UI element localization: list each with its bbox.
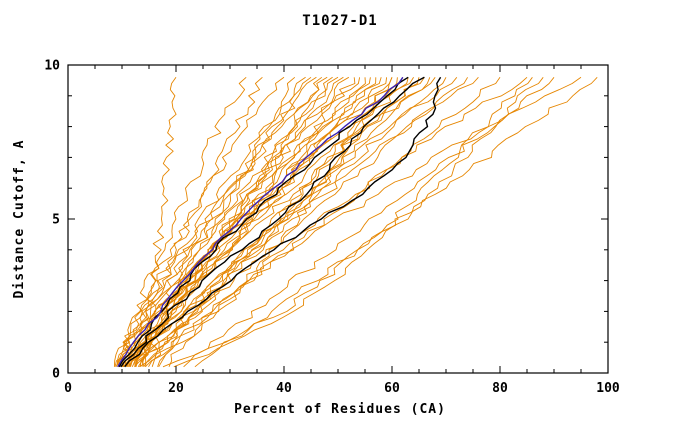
model-curve xyxy=(134,77,468,368)
model-curve xyxy=(116,76,285,367)
model-curve xyxy=(168,76,528,367)
model-curve xyxy=(115,76,344,367)
model-curve xyxy=(143,77,420,368)
model-curve xyxy=(151,77,458,367)
model-curve xyxy=(173,77,544,368)
x-tick-label: 100 xyxy=(596,381,620,396)
x-tick-label: 0 xyxy=(64,381,72,396)
x-axis-label: Percent of Residues (CA) xyxy=(234,402,446,417)
model-curve xyxy=(126,77,356,367)
model-curve xyxy=(124,77,404,367)
y-tick-label: 5 xyxy=(52,213,60,228)
chart-title: T1027-D1 xyxy=(302,13,378,29)
model-curve xyxy=(113,76,263,367)
model-curve xyxy=(122,76,306,367)
model-curve xyxy=(122,77,447,368)
model-curve xyxy=(114,76,312,367)
model-curve xyxy=(139,77,393,368)
model-curve xyxy=(130,77,425,367)
x-tick-label: 80 xyxy=(492,381,508,396)
x-tick-label: 60 xyxy=(384,381,400,396)
model-curve xyxy=(183,77,555,368)
y-tick-label: 10 xyxy=(44,59,60,74)
y-tick-label: 0 xyxy=(52,367,60,382)
model-curve xyxy=(125,76,333,367)
model-curve xyxy=(121,76,247,367)
model-curve xyxy=(117,76,404,368)
model-curve xyxy=(157,76,479,367)
model-curve xyxy=(134,76,339,367)
model-curve xyxy=(118,76,328,367)
model-curve xyxy=(131,77,366,367)
x-tick-label: 20 xyxy=(168,381,184,396)
model-curve xyxy=(135,77,436,367)
model-curve xyxy=(135,77,382,367)
model-curve xyxy=(124,76,442,368)
model-curve xyxy=(118,77,361,367)
x-tick-label: 40 xyxy=(276,381,292,396)
model-curve xyxy=(158,76,582,368)
model-curve xyxy=(194,76,598,368)
model-curve xyxy=(162,77,533,368)
model-curve xyxy=(144,77,501,368)
model-curve xyxy=(144,76,350,367)
model-curve xyxy=(120,76,425,368)
